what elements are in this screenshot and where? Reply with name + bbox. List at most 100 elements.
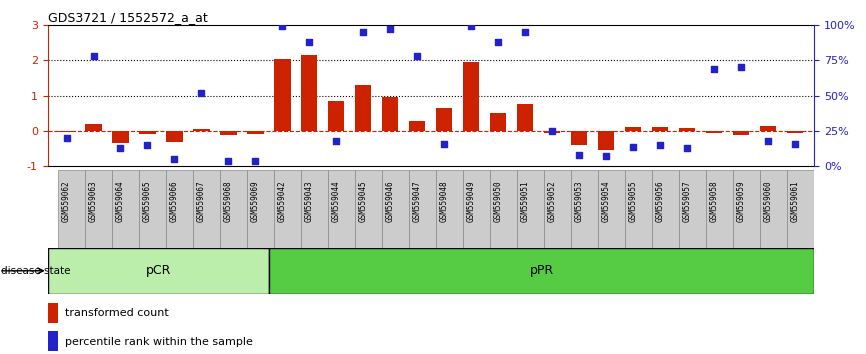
- Point: [60, 135, 74, 141]
- Text: GSM559047: GSM559047: [413, 180, 422, 222]
- Text: GSM559055: GSM559055: [629, 180, 637, 222]
- Text: disease state: disease state: [1, 266, 70, 276]
- Bar: [706, 131, 722, 133]
- Text: GSM559059: GSM559059: [737, 180, 746, 222]
- Point: [599, 154, 613, 159]
- Bar: [328, 101, 345, 131]
- Point: [572, 152, 586, 158]
- Bar: [328, 170, 355, 248]
- Point: [302, 39, 316, 45]
- Point: [113, 145, 127, 151]
- Bar: [679, 128, 695, 131]
- Text: GSM559049: GSM559049: [467, 180, 475, 222]
- Bar: [275, 170, 301, 248]
- Text: GSM559050: GSM559050: [494, 180, 503, 222]
- Bar: [436, 108, 452, 131]
- Bar: [652, 170, 679, 248]
- Text: pPR: pPR: [529, 264, 553, 277]
- Text: GSM559043: GSM559043: [305, 180, 313, 222]
- Bar: [625, 170, 652, 248]
- Text: GSM559042: GSM559042: [278, 180, 287, 222]
- Point: [140, 142, 154, 148]
- Point: [384, 26, 397, 32]
- Bar: [275, 59, 290, 131]
- Bar: [625, 127, 642, 131]
- Bar: [355, 170, 382, 248]
- Text: GSM559066: GSM559066: [170, 180, 179, 222]
- Text: GSM559067: GSM559067: [197, 180, 206, 222]
- Bar: [517, 170, 544, 248]
- Bar: [787, 131, 804, 133]
- Text: GSM559062: GSM559062: [62, 180, 71, 222]
- Bar: [572, 131, 587, 145]
- Bar: [48, 248, 269, 294]
- Bar: [139, 131, 156, 134]
- Text: GSM559069: GSM559069: [251, 180, 260, 222]
- Bar: [113, 131, 128, 143]
- Bar: [734, 131, 749, 135]
- Point: [681, 145, 695, 151]
- Bar: [760, 126, 776, 131]
- Point: [329, 138, 343, 144]
- Point: [410, 53, 424, 59]
- Text: GSM559058: GSM559058: [710, 180, 719, 222]
- Bar: [760, 170, 786, 248]
- Point: [761, 138, 775, 144]
- Bar: [166, 131, 183, 142]
- Bar: [220, 170, 247, 248]
- Bar: [410, 121, 425, 131]
- Point: [788, 141, 802, 147]
- Point: [437, 141, 451, 147]
- Point: [491, 39, 505, 45]
- Point: [275, 23, 289, 29]
- Text: GSM559057: GSM559057: [682, 180, 692, 222]
- Point: [546, 128, 559, 134]
- Bar: [463, 62, 480, 131]
- Point: [222, 158, 236, 164]
- Text: GSM559052: GSM559052: [548, 180, 557, 222]
- Point: [195, 90, 209, 96]
- Bar: [490, 170, 517, 248]
- Text: GSM559045: GSM559045: [359, 180, 368, 222]
- Point: [249, 158, 262, 164]
- Text: GSM559044: GSM559044: [332, 180, 341, 222]
- Text: GSM559048: GSM559048: [440, 180, 449, 222]
- Text: percentile rank within the sample: percentile rank within the sample: [65, 337, 253, 347]
- Bar: [598, 131, 614, 150]
- Point: [653, 142, 667, 148]
- Text: transformed count: transformed count: [65, 308, 169, 318]
- Bar: [193, 170, 220, 248]
- Bar: [48, 331, 59, 351]
- Bar: [113, 170, 139, 248]
- Text: pCR: pCR: [145, 264, 171, 277]
- Bar: [787, 170, 813, 248]
- Bar: [139, 170, 166, 248]
- Text: GSM559068: GSM559068: [224, 180, 233, 222]
- Bar: [355, 85, 372, 131]
- Bar: [248, 170, 274, 248]
- Point: [708, 66, 721, 72]
- Bar: [166, 170, 193, 248]
- Bar: [544, 170, 571, 248]
- Text: GSM559056: GSM559056: [656, 180, 665, 222]
- Point: [464, 23, 478, 29]
- Bar: [86, 124, 101, 131]
- Text: GSM559063: GSM559063: [89, 180, 98, 222]
- Bar: [572, 170, 598, 248]
- Bar: [652, 127, 669, 131]
- Bar: [48, 303, 59, 323]
- Bar: [269, 248, 814, 294]
- Bar: [301, 170, 328, 248]
- Bar: [248, 131, 263, 134]
- Text: GDS3721 / 1552572_a_at: GDS3721 / 1552572_a_at: [48, 11, 207, 24]
- Bar: [382, 170, 409, 248]
- Text: GSM559061: GSM559061: [791, 180, 799, 222]
- Bar: [193, 129, 210, 131]
- Bar: [544, 131, 560, 133]
- Bar: [517, 104, 533, 131]
- Text: GSM559064: GSM559064: [116, 180, 125, 222]
- Bar: [382, 97, 398, 131]
- Point: [357, 29, 371, 35]
- Bar: [679, 170, 706, 248]
- Bar: [598, 170, 624, 248]
